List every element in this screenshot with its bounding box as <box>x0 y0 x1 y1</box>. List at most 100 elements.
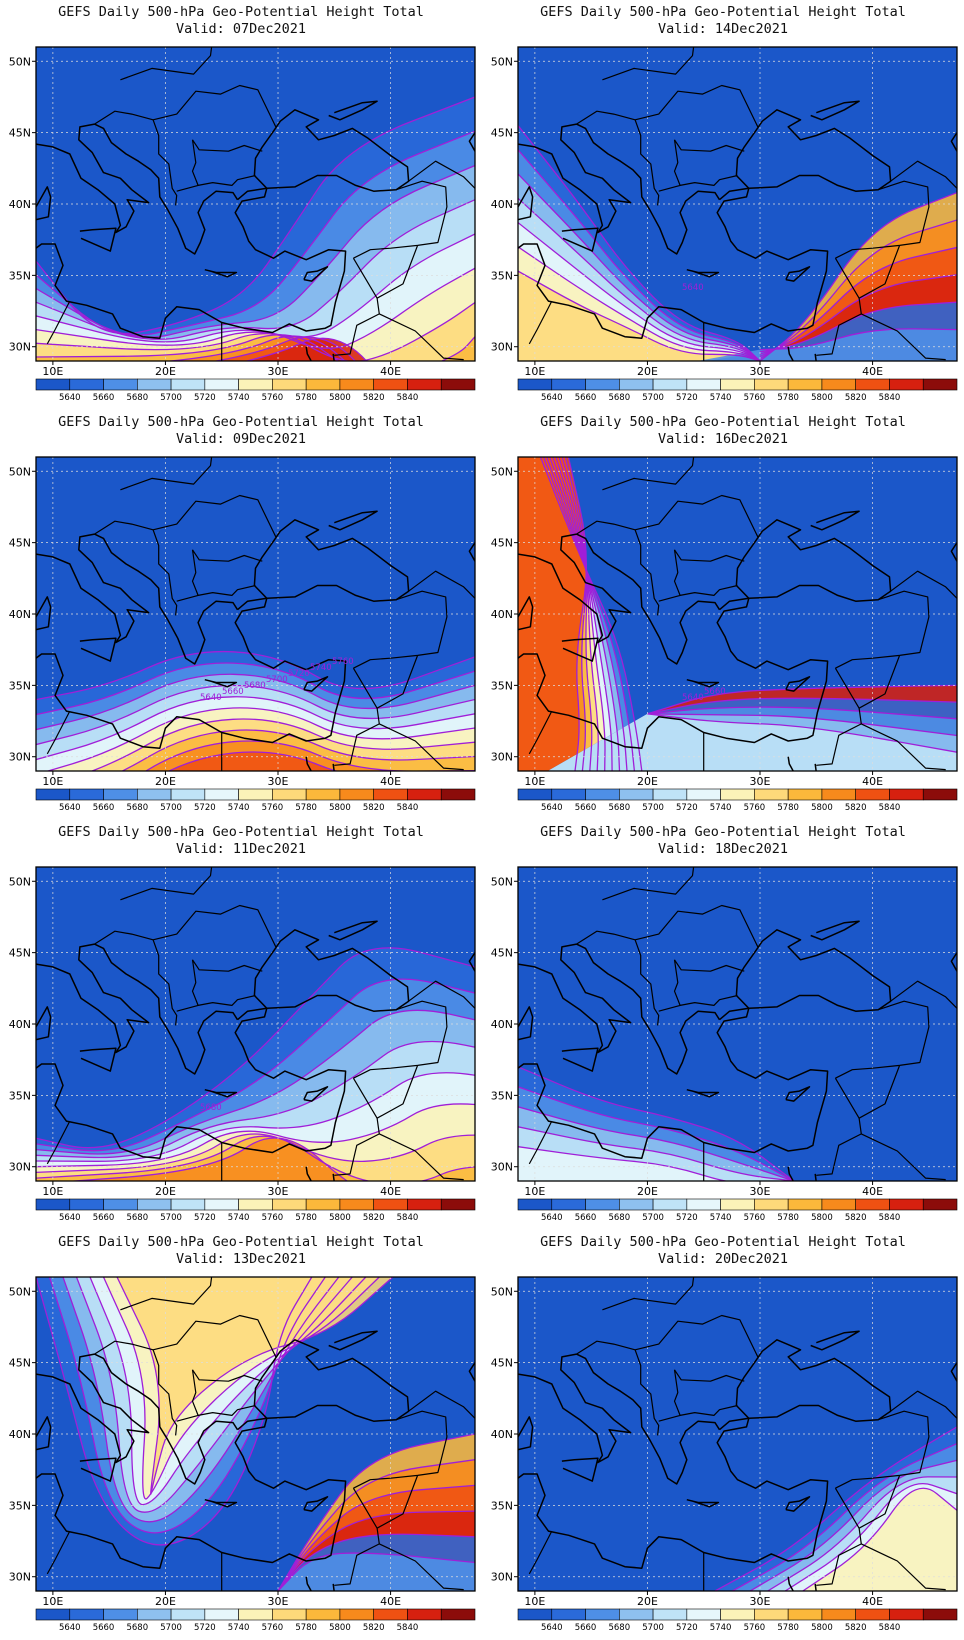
contour-line <box>647 713 957 737</box>
lat-label: 30N <box>9 1571 31 1584</box>
colorbar-label: 5820 <box>845 393 867 403</box>
colorbar-label: 5800 <box>329 1213 351 1223</box>
lon-label: 10E <box>42 775 63 788</box>
colorbar-swatch <box>720 1608 755 1621</box>
coastline <box>735 109 892 192</box>
coastline <box>253 1339 410 1422</box>
lat-label: 30N <box>9 1161 31 1174</box>
country-border <box>152 529 178 616</box>
colorbar-label: 5780 <box>295 1213 317 1223</box>
country-border <box>192 959 263 972</box>
colorbar-swatch <box>170 1608 206 1621</box>
lat-label: 35N <box>9 269 31 282</box>
lon-label: 20E <box>155 1185 176 1198</box>
colorbar-label: 5740 <box>228 1623 250 1633</box>
coastline <box>328 1330 378 1351</box>
country-border <box>408 980 475 1009</box>
coastline <box>36 186 52 221</box>
lon-label: 30E <box>750 775 771 788</box>
colorbar-swatch <box>652 1198 688 1211</box>
lon-label: 30E <box>268 365 289 378</box>
contour-band <box>117 1277 393 1494</box>
country-border <box>334 1487 380 1586</box>
lon-label: 40E <box>862 1595 883 1608</box>
country-border <box>835 1000 930 1079</box>
lat-label: 45N <box>9 127 31 140</box>
colorbar-label: 5720 <box>676 393 698 403</box>
contour-line <box>36 947 475 1149</box>
colorbar-swatch <box>787 1198 823 1211</box>
colorbar-swatch <box>821 1198 856 1211</box>
coastline <box>94 123 239 255</box>
contour-line <box>759 246 957 357</box>
lon-label: 10E <box>524 1185 545 1198</box>
colorbar-swatch <box>754 378 789 391</box>
country-border <box>353 1000 448 1079</box>
colorbar-label: 5660 <box>93 393 115 403</box>
coastline <box>518 943 632 1054</box>
colorbar-swatch <box>103 1198 138 1211</box>
lon-label: 20E <box>637 775 658 788</box>
colorbar-label: 5700 <box>160 1213 182 1223</box>
colorbar-label: 5700 <box>160 1623 182 1633</box>
contour-line <box>552 457 613 771</box>
panel-title: GEFS Daily 500-hPa Geo-Potential Height … <box>540 4 906 20</box>
contour-line <box>802 1487 957 1591</box>
colorbar-swatch <box>170 788 206 801</box>
colorbar-swatch <box>517 378 553 391</box>
coastline <box>518 123 632 234</box>
coastline <box>79 1457 117 1482</box>
coastline <box>328 510 378 531</box>
coastline <box>518 187 829 339</box>
country-border <box>576 84 759 128</box>
country-border <box>334 1077 380 1176</box>
colorbar-label: 5680 <box>126 803 148 813</box>
colorbar-swatch <box>517 788 553 801</box>
colorbar-swatch <box>204 378 239 391</box>
country-border <box>634 1349 660 1436</box>
contour-label: 5640 <box>200 693 222 703</box>
colorbar-swatch <box>821 378 856 391</box>
coastline <box>36 533 150 644</box>
colorbar-swatch <box>440 1198 476 1211</box>
colorbar-label: 5700 <box>160 393 182 403</box>
colorbar-label: 5660 <box>575 803 597 813</box>
contour-line <box>102 1277 380 1500</box>
lon-label: 40E <box>862 365 883 378</box>
colorbar-label: 5720 <box>676 1623 698 1633</box>
contour-line <box>66 1137 349 1181</box>
country-border <box>861 723 946 771</box>
lat-label: 40N <box>491 608 513 621</box>
colorbar-swatch <box>440 378 476 391</box>
contour-line <box>518 222 761 361</box>
colorbar-label: 5720 <box>194 393 216 403</box>
contour-band <box>36 268 475 361</box>
country-border <box>528 1120 553 1165</box>
colorbar-label: 5680 <box>608 1623 630 1633</box>
coastline <box>36 187 347 339</box>
colorbar-label: 5840 <box>879 803 901 813</box>
colorbar-swatch <box>619 788 654 801</box>
coastline <box>518 533 632 644</box>
contour-line <box>714 1426 957 1591</box>
map-panel-11dec: GEFS Daily 500-hPa Geo-Potential Height … <box>0 820 482 1230</box>
lon-label: 30E <box>268 775 289 788</box>
country-border <box>890 980 957 1009</box>
colorbar-label: 5660 <box>93 1623 115 1633</box>
contour-line <box>36 301 475 361</box>
map-panel-18dec: GEFS Daily 500-hPa Geo-Potential Height … <box>482 820 964 1230</box>
colorbar-swatch <box>339 1198 374 1211</box>
coastline <box>253 929 410 1012</box>
panel-valid-date: Valid: 07Dec2021 <box>175 21 307 37</box>
colorbar-swatch <box>652 378 688 391</box>
colorbar-label: 5700 <box>642 1213 664 1223</box>
height-field: 5680 <box>36 867 475 1181</box>
lat-label: 50N <box>491 55 513 68</box>
country-border <box>94 904 277 948</box>
colorbar-swatch <box>551 1608 586 1621</box>
contour-label: 5740 <box>310 663 332 673</box>
colorbar-swatch <box>686 1608 721 1621</box>
country-border <box>674 1369 745 1382</box>
colorbar-label: 5800 <box>811 393 833 403</box>
contour-line <box>36 650 475 701</box>
